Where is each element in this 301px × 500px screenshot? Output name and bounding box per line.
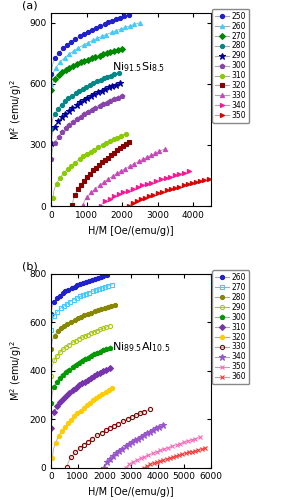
Legend: 250, 260, 270, 280, 290, 300, 310, 320, 330, 340, 350: 250, 260, 270, 280, 290, 300, 310, 320, … xyxy=(212,8,249,123)
Text: (a): (a) xyxy=(23,0,38,10)
Text: $\mathrm{Ni}_{91.5}\mathrm{Si}_{8.5}$: $\mathrm{Ni}_{91.5}\mathrm{Si}_{8.5}$ xyxy=(112,60,165,74)
X-axis label: H/M [Oe/(emu/g)]: H/M [Oe/(emu/g)] xyxy=(88,487,174,497)
Text: $\mathrm{Ni}_{89.5}\mathrm{Al}_{10.5}$: $\mathrm{Ni}_{89.5}\mathrm{Al}_{10.5}$ xyxy=(112,340,170,354)
Y-axis label: M$^2$ (emu/g)$^2$: M$^2$ (emu/g)$^2$ xyxy=(8,79,23,140)
Y-axis label: M$^2$ (emu/g)$^2$: M$^2$ (emu/g)$^2$ xyxy=(8,340,23,401)
Legend: 260, 270, 280, 290, 300, 310, 320, 330, 340, 350, 360: 260, 270, 280, 290, 300, 310, 320, 330, … xyxy=(212,270,249,384)
X-axis label: H/M [Oe/(emu/g)]: H/M [Oe/(emu/g)] xyxy=(88,226,174,235)
Text: (b): (b) xyxy=(23,262,38,272)
